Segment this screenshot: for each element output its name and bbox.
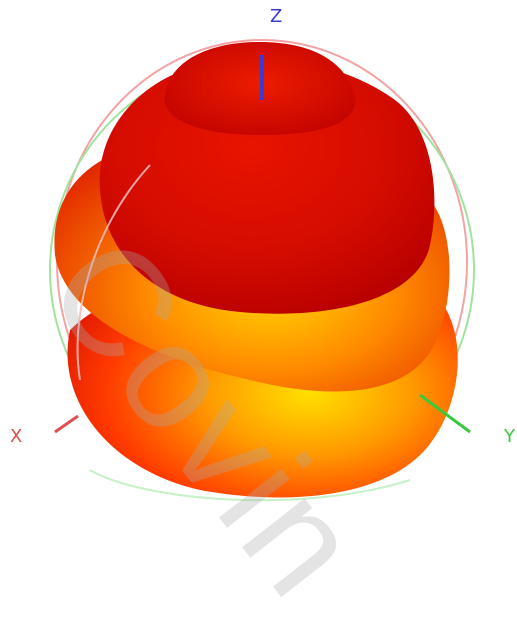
guide-arc-front <box>76 164 151 381</box>
y-axis <box>419 393 471 434</box>
guide-arc-front-green <box>89 469 411 502</box>
x-axis <box>54 414 79 434</box>
radiation-pattern-3d <box>49 39 475 502</box>
z-axis-label: Z <box>270 6 283 27</box>
y-axis-label: Y <box>504 426 515 447</box>
x-axis-label: X <box>10 426 23 447</box>
